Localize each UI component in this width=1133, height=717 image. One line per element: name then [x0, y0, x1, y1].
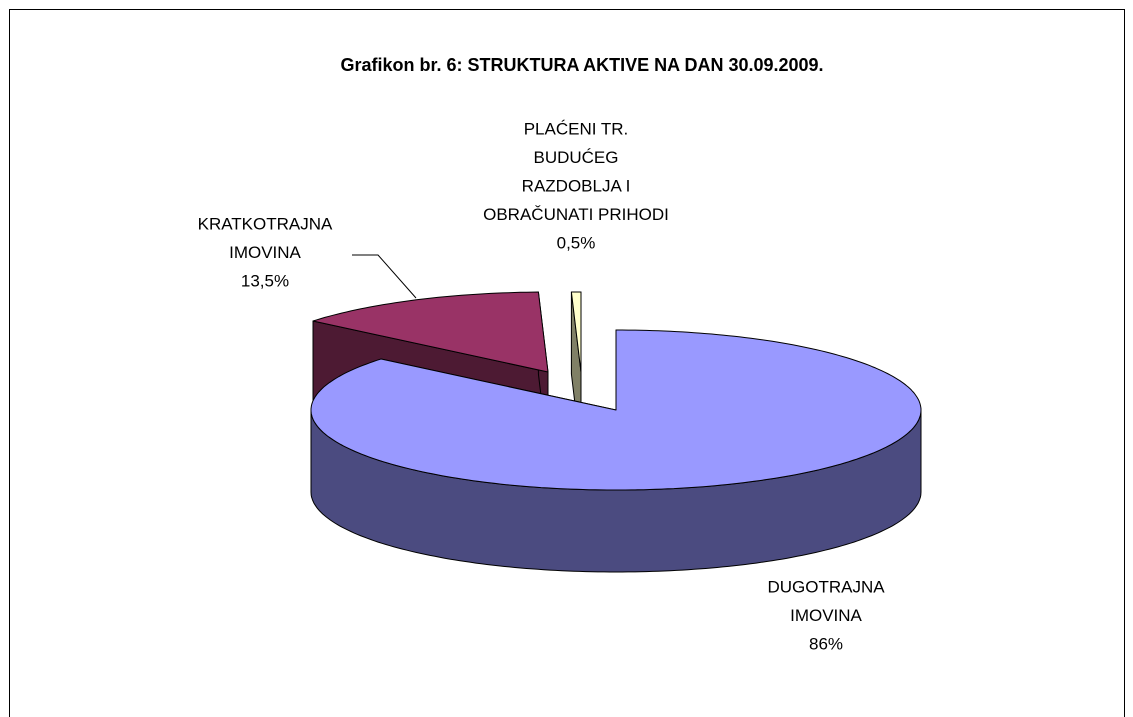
- chart-frame: [9, 9, 1125, 717]
- slice-label: KRATKOTRAJNA: [198, 214, 333, 233]
- slice-label: BUDUĆEG: [533, 148, 618, 167]
- chart-title: Grafikon br. 6: STRUKTURA AKTIVE NA DAN …: [340, 55, 823, 75]
- slice-top: [312, 291, 549, 373]
- slice-top: [570, 291, 582, 373]
- value-label: 86%: [809, 634, 843, 653]
- slice-label: OBRAČUNATI PRIHODI: [483, 205, 669, 224]
- value-label: 0,5%: [557, 233, 596, 252]
- slice-label: RAZDOBLJA I: [522, 176, 631, 195]
- slice-label: IMOVINA: [229, 243, 301, 262]
- value-label: 13,5%: [241, 271, 289, 290]
- slice-label: IMOVINA: [790, 606, 862, 625]
- slice-top: [310, 329, 922, 491]
- leader-line: [352, 254, 417, 299]
- slice-label: PLAĆENI TR.: [524, 119, 629, 138]
- slice-label: DUGOTRAJNA: [767, 577, 885, 596]
